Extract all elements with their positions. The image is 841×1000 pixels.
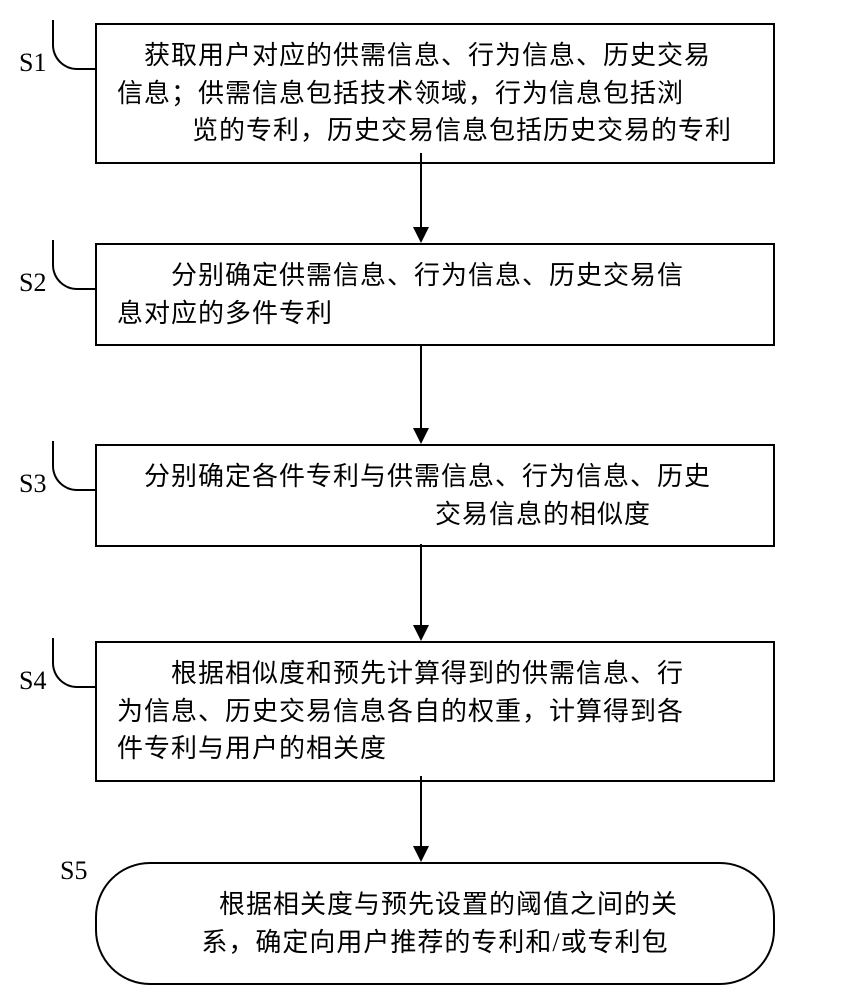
step-box-s4: 根据相似度和预先计算得到的供需信息、行 为信息、历史交易信息各自的权重，计算得到… — [95, 641, 775, 782]
s1-line1: 获取用户对应的供需信息、行为信息、历史交易 — [117, 37, 753, 75]
step-label-s1: S1 — [19, 48, 46, 78]
step-box-s3: 分别确定各件专利与供需信息、行为信息、历史 交易信息的相似度 — [95, 444, 775, 547]
arrow-s4-s5 — [0, 776, 841, 862]
arrow-s1-s2 — [0, 153, 841, 243]
step-label-s2: S2 — [19, 268, 46, 298]
step-box-s1: 获取用户对应的供需信息、行为信息、历史交易 信息；供需信息包括技术领域，行为信息… — [95, 23, 775, 164]
arrow-s2-s3 — [0, 345, 841, 444]
s1-line2: 信息；供需信息包括技术领域，行为信息包括浏 — [117, 75, 753, 113]
s3-line1: 分别确定各件专利与供需信息、行为信息、历史 — [117, 458, 753, 496]
s4-line3: 件专利与用户的相关度 — [117, 730, 753, 768]
arrow-s3-s4 — [0, 544, 841, 641]
step-label-s5: S5 — [60, 856, 87, 886]
s2-line2: 息对应的多件专利 — [117, 295, 753, 333]
s4-line2: 为信息、历史交易信息各自的权重，计算得到各 — [117, 693, 753, 731]
s5-line1: 根据相关度与预先设置的阈值之间的关 — [147, 886, 723, 924]
step-box-s5: 根据相关度与预先设置的阈值之间的关 系，确定向用户推荐的专利和/或专利包 — [95, 862, 775, 985]
step-box-s2: 分别确定供需信息、行为信息、历史交易信 息对应的多件专利 — [95, 243, 775, 346]
s2-line1: 分别确定供需信息、行为信息、历史交易信 — [117, 257, 753, 295]
step-label-s4: S4 — [19, 666, 46, 696]
s1-line3: 览的专利，历史交易信息包括历史交易的专利 — [117, 112, 753, 150]
s4-line1: 根据相似度和预先计算得到的供需信息、行 — [117, 655, 753, 693]
s3-line2: 交易信息的相似度 — [117, 496, 753, 534]
flowchart-container: S1 获取用户对应的供需信息、行为信息、历史交易 信息；供需信息包括技术领域，行… — [0, 0, 841, 1000]
s5-line2: 系，确定向用户推荐的专利和/或专利包 — [147, 924, 723, 962]
step-label-s3: S3 — [19, 469, 46, 499]
